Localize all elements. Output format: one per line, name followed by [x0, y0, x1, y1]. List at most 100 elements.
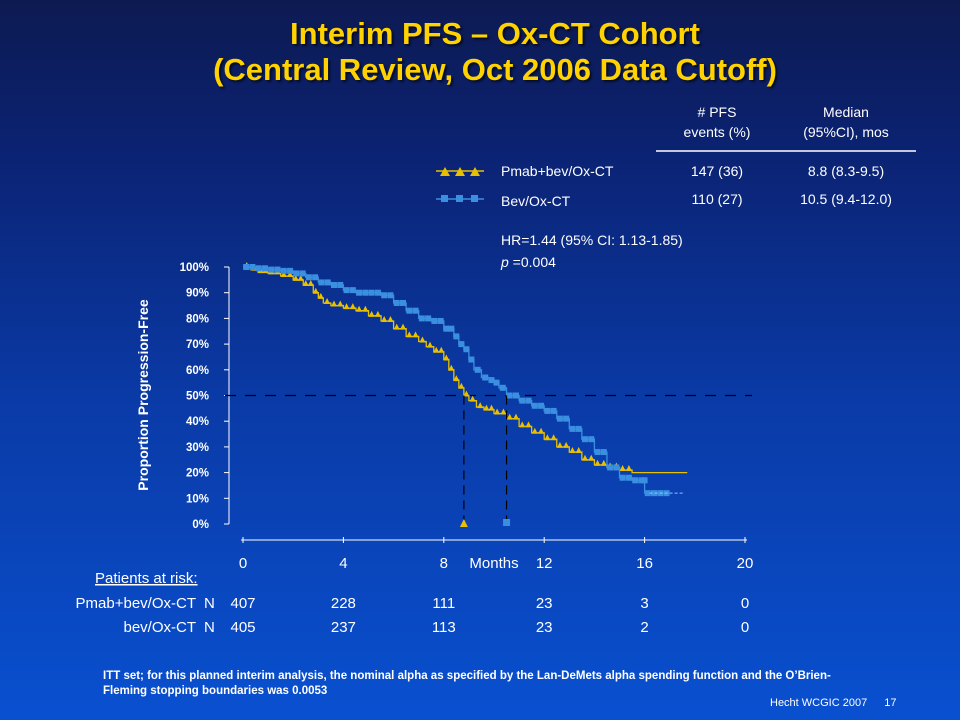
censor-marker-bev	[406, 307, 413, 314]
censor-marker-bev	[499, 384, 506, 391]
censor-marker-pmab	[619, 465, 626, 472]
censor-marker-bev	[512, 392, 519, 399]
legend-label-pmab: Pmab+bev/Ox-CT	[501, 163, 614, 179]
censor-marker-bev	[525, 397, 532, 404]
title-line-1: Interim PFS – Ox-CT Cohort	[290, 16, 700, 51]
page-number: 17	[884, 697, 897, 709]
censor-marker-pmab	[362, 305, 369, 312]
censor-marker-pmab	[297, 274, 304, 281]
x-tick-label: 0	[239, 555, 247, 572]
censor-marker-bev	[448, 325, 455, 332]
censor-marker-pmab	[426, 341, 433, 348]
censor-marker-pmab	[324, 297, 331, 304]
censor-marker-pmab	[458, 382, 465, 389]
censor-marker-bev	[412, 307, 419, 314]
censor-marker-pmab	[506, 413, 513, 420]
censor-marker-pmab	[563, 441, 570, 448]
censor-marker-bev	[337, 281, 344, 288]
legend-label-bev: Bev/Ox-CT	[501, 193, 571, 209]
risk-row-n: N	[204, 595, 215, 612]
censor-marker-pmab	[443, 354, 450, 361]
censor-marker-bev	[607, 464, 614, 471]
censor-marker-pmab	[433, 346, 440, 353]
censor-marker-bev	[563, 415, 570, 422]
censor-marker-bev	[569, 425, 576, 432]
censor-marker-pmab	[330, 300, 337, 307]
censor-marker-bev	[625, 474, 632, 481]
censor-marker-pmab	[448, 364, 455, 371]
axes: 0% 10% 20% 30% 40% 50% 60% 70% 80% 90% 100% 0 4 8 12 16…	[180, 262, 754, 572]
censor-marker-bev	[600, 449, 607, 456]
censor-marker-pmab	[317, 292, 324, 299]
y-axis-title: Proportion Progression-Free	[135, 299, 151, 491]
col-header-events-l2: events (%)	[684, 124, 751, 140]
y-tick-label: 0%	[192, 519, 209, 531]
censor-marker-bev	[506, 392, 513, 399]
y-tick-label: 90%	[186, 288, 209, 300]
censor-marker-bev	[299, 270, 306, 277]
censor-marker-pmab	[488, 404, 495, 411]
censor-marker-pmab	[387, 315, 394, 322]
x-tick-label: 12	[536, 555, 553, 572]
censor-marker-bev	[418, 315, 425, 322]
median-bev: 10.5 (9.4-12.0)	[800, 191, 892, 207]
censor-marker-bev	[381, 292, 388, 299]
censor-marker-bev	[575, 425, 582, 432]
censor-marker-pmab	[483, 404, 490, 411]
censor-marker-bev	[387, 292, 394, 299]
curve-pmab	[243, 266, 688, 474]
risk-row-n: N	[204, 619, 215, 636]
x-tick-label: 16	[636, 555, 653, 572]
censor-marker-bev	[588, 436, 595, 443]
censor-marker-bev	[393, 299, 400, 306]
censor-marker-bev	[632, 477, 639, 484]
censor-marker-bev	[324, 279, 331, 286]
risk-row-label: bev/Ox-CT	[123, 619, 196, 636]
y-tick-label: 30%	[186, 442, 209, 454]
y-tick-label: 100%	[180, 262, 209, 274]
risk-count: 111	[432, 595, 455, 612]
censor-marker-bev	[581, 436, 588, 443]
censor-marker-bev	[249, 264, 256, 270]
credit: Hecht WCGIC 2007 17	[770, 697, 897, 709]
censor-marker-bev	[280, 267, 287, 274]
censor-marker-pmab	[544, 434, 551, 441]
censor-marker-bev	[531, 402, 538, 409]
censor-marker-bev	[641, 477, 648, 484]
censor-marker-pmab	[280, 270, 287, 277]
censor-marker-pmab	[393, 323, 400, 330]
risk-count: 23	[536, 595, 553, 612]
y-tick-label: 50%	[186, 391, 209, 403]
censor-marker-pmab	[463, 390, 470, 397]
censor-marker-bev	[400, 299, 407, 306]
col-header-median-l1: Median	[823, 104, 869, 120]
risk-count: 405	[230, 619, 255, 636]
censor-marker-bev	[453, 333, 460, 340]
censor-marker-bev	[356, 289, 363, 296]
censor-marker-pmab	[556, 441, 563, 448]
censor-marker-bev	[613, 464, 620, 471]
censor-marker-pmab	[287, 270, 294, 277]
median-marker-pmab	[459, 519, 468, 527]
risk-count: 0	[741, 595, 749, 612]
censor-marker-pmab	[600, 459, 607, 466]
summary-table: # PFS events (%) Median (95%CI), mos Pma…	[436, 104, 916, 270]
censor-marker-bev	[431, 317, 438, 324]
median-pmab: 8.8 (8.3-9.5)	[808, 163, 884, 179]
risk-count: 113	[432, 619, 456, 636]
censor-marker-pmab	[588, 454, 595, 461]
censor-marker-bev	[468, 356, 475, 363]
censor-marker-pmab	[519, 421, 526, 428]
censor-marker-pmab	[302, 279, 309, 286]
censor-marker-bev	[368, 289, 375, 296]
risk-table-heading: Patients at risk:	[95, 570, 198, 587]
p-value-text: =0.004	[509, 254, 556, 270]
censor-marker-pmab	[374, 310, 381, 317]
p-value: p =0.004	[500, 254, 556, 270]
risk-count: 3	[640, 595, 648, 612]
legend-swatch-bev	[436, 195, 484, 202]
censor-marker-bev	[425, 315, 432, 322]
y-tick-label: 20%	[186, 468, 209, 480]
risk-count: 407	[230, 595, 255, 612]
censor-marker-bev	[493, 379, 500, 386]
